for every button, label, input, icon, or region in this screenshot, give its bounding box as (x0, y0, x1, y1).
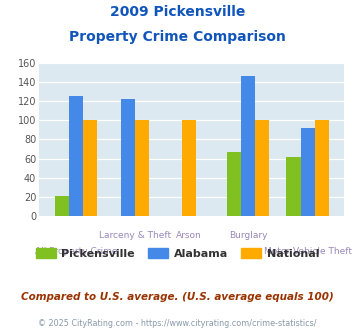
Bar (83, 120, 97, 216)
Text: All Property Crime: All Property Crime (34, 248, 117, 256)
Text: Property Crime Comparison: Property Crime Comparison (69, 30, 286, 44)
Bar (286, 157, 301, 216)
Bar (315, 120, 329, 216)
Bar (69, 96, 83, 216)
Text: Arson: Arson (176, 231, 202, 240)
Bar (182, 120, 196, 216)
Legend: Pickensville, Alabama, National: Pickensville, Alabama, National (31, 244, 324, 263)
Text: Motor Vehicle Theft: Motor Vehicle Theft (264, 248, 351, 256)
Text: © 2025 CityRating.com - https://www.cityrating.com/crime-statistics/: © 2025 CityRating.com - https://www.city… (38, 319, 317, 328)
Bar (227, 152, 241, 216)
Text: 2009 Pickensville: 2009 Pickensville (110, 5, 245, 19)
Bar (121, 99, 135, 216)
Bar (301, 128, 315, 216)
Bar (135, 120, 149, 216)
Text: Larceny & Theft: Larceny & Theft (99, 231, 171, 240)
Text: Compared to U.S. average. (U.S. average equals 100): Compared to U.S. average. (U.S. average … (21, 292, 334, 302)
Bar (55, 196, 69, 216)
Bar (255, 120, 269, 216)
Text: Burglary: Burglary (229, 231, 267, 240)
Bar (241, 76, 255, 216)
